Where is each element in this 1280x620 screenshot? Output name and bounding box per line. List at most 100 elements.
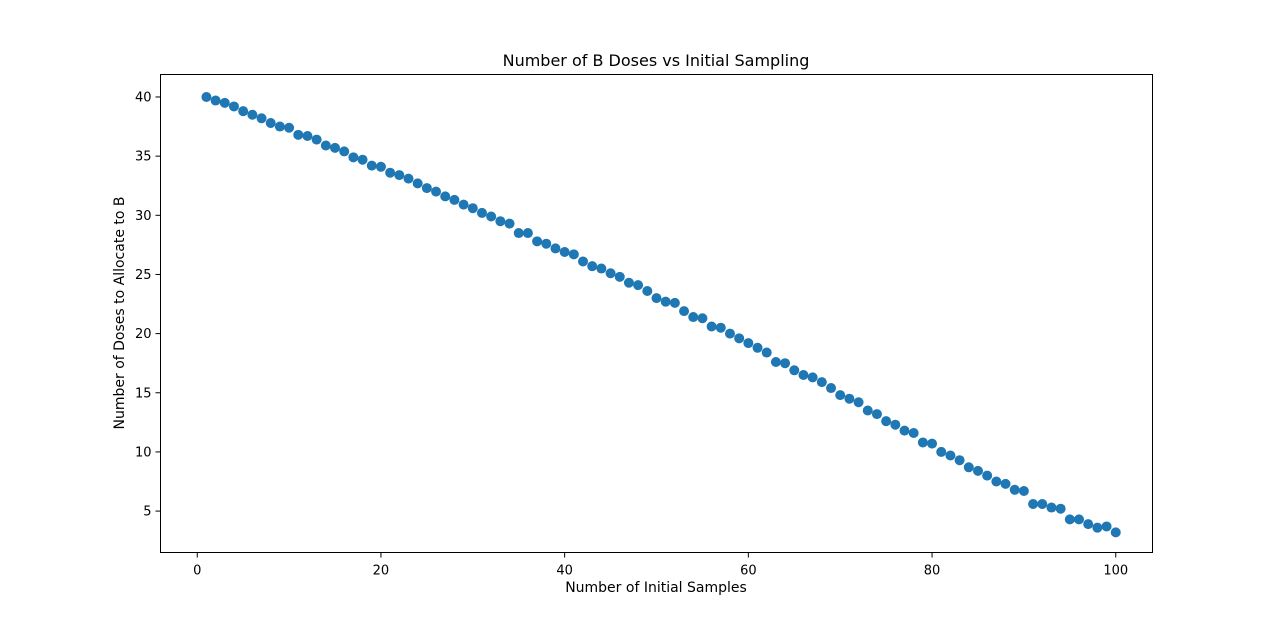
data-point xyxy=(467,203,478,214)
data-point xyxy=(651,293,662,304)
data-point xyxy=(642,286,653,297)
data-point xyxy=(899,425,910,436)
data-point xyxy=(210,95,221,106)
data-point xyxy=(1101,521,1112,532)
data-point xyxy=(816,377,827,388)
data-point xyxy=(412,178,423,189)
data-point xyxy=(936,446,947,457)
data-point xyxy=(1028,498,1039,509)
y-axis: 5 10 15 20 25 30 35 40 xyxy=(135,90,161,520)
data-point xyxy=(357,154,368,165)
data-point xyxy=(807,372,818,383)
data-point xyxy=(963,462,974,473)
data-point xyxy=(697,313,708,324)
data-point xyxy=(798,370,809,381)
data-point xyxy=(972,465,983,476)
data-point xyxy=(724,328,735,339)
data-point xyxy=(256,113,267,124)
data-point xyxy=(917,437,928,448)
data-point xyxy=(1046,502,1057,513)
x-tick-label: 100 xyxy=(1103,564,1128,579)
data-point xyxy=(982,470,993,481)
data-point xyxy=(293,129,304,140)
data-point xyxy=(605,268,616,279)
data-point xyxy=(568,249,579,260)
y-tick-label: 25 xyxy=(135,268,152,283)
data-point xyxy=(743,338,754,349)
data-point xyxy=(476,207,487,218)
data-point xyxy=(614,271,625,282)
data-point xyxy=(421,183,432,194)
data-point xyxy=(348,152,359,163)
data-point xyxy=(320,140,331,151)
data-point xyxy=(559,246,570,257)
data-point xyxy=(302,131,313,142)
y-axis-label: Number of Doses to Allocate to B xyxy=(112,197,128,430)
data-point xyxy=(201,91,212,102)
data-point xyxy=(623,277,634,288)
data-point xyxy=(330,142,341,153)
data-point xyxy=(954,455,965,466)
data-point xyxy=(394,170,405,181)
data-point xyxy=(1009,484,1020,495)
data-point xyxy=(826,383,837,394)
data-point xyxy=(706,321,717,332)
data-point xyxy=(660,296,671,307)
data-point xyxy=(1018,485,1029,496)
data-point xyxy=(1092,522,1103,533)
data-point xyxy=(835,390,846,401)
data-point xyxy=(679,306,690,317)
data-point xyxy=(486,211,497,222)
data-point xyxy=(734,333,745,344)
data-point xyxy=(770,357,781,368)
y-tick-label: 35 xyxy=(135,150,152,165)
data-point xyxy=(688,312,699,323)
y-tick-label: 40 xyxy=(135,90,152,105)
data-point xyxy=(274,121,285,132)
data-point xyxy=(1074,514,1085,525)
data-point xyxy=(789,365,800,376)
x-axis: 0 20 40 60 80 100 xyxy=(193,552,1128,579)
x-tick-label: 80 xyxy=(924,564,941,579)
data-point xyxy=(440,191,451,202)
data-point xyxy=(761,347,772,358)
data-point xyxy=(247,109,258,120)
data-point xyxy=(366,160,377,171)
data-point xyxy=(890,419,901,430)
data-point xyxy=(596,263,607,274)
data-point xyxy=(385,167,396,178)
data-point xyxy=(927,438,938,449)
data-point xyxy=(844,393,855,404)
data-point xyxy=(908,428,919,438)
data-point xyxy=(1110,527,1121,538)
data-point xyxy=(669,297,680,308)
data-point xyxy=(311,134,322,145)
data-point xyxy=(431,186,442,197)
data-point xyxy=(871,409,882,420)
plot-frame xyxy=(160,74,1153,553)
data-point xyxy=(375,161,386,172)
x-tick-label: 40 xyxy=(556,564,573,579)
data-point xyxy=(780,358,791,369)
data-point xyxy=(862,405,873,416)
y-tick-label: 30 xyxy=(135,209,152,224)
data-point xyxy=(339,146,350,157)
data-point xyxy=(578,256,589,267)
data-point xyxy=(550,243,561,254)
data-point xyxy=(522,228,533,239)
y-tick-label: 15 xyxy=(135,386,152,401)
data-point xyxy=(1083,519,1094,530)
data-point xyxy=(1000,478,1011,489)
data-point xyxy=(219,97,230,108)
data-point xyxy=(265,118,276,129)
data-point xyxy=(458,199,469,210)
chart-title: Number of B Doses vs Initial Sampling xyxy=(503,51,810,70)
data-point xyxy=(541,238,552,249)
data-point xyxy=(284,122,295,133)
data-point xyxy=(715,322,726,333)
y-tick-label: 10 xyxy=(135,445,152,460)
data-point xyxy=(449,194,460,205)
data-point xyxy=(752,342,763,353)
y-tick-label: 5 xyxy=(143,505,151,520)
